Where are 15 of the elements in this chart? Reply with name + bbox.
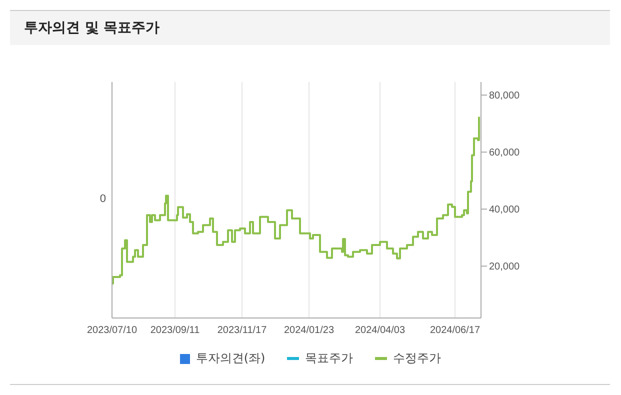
text: 0 <box>98 193 106 205</box>
x-tick-label: 2024/06/17 <box>430 325 480 336</box>
y2-tick-label: 80,000 <box>489 90 520 102</box>
legend-label: 수정주가 <box>392 350 442 367</box>
y2-tick-label: 60,000 <box>489 148 520 159</box>
x-tick-label: 2023/09/11 <box>150 325 200 336</box>
legend-label: 투자의견(좌) <box>194 350 266 367</box>
x-tick-label: 2024/04/03 <box>354 325 406 336</box>
chart-title: 투자의견 및 목표주가 <box>10 10 610 45</box>
x-tick-label: 2023/07/10 <box>86 325 138 336</box>
x-tick-label: 2024/01/23 <box>284 325 334 336</box>
y2-tick-label: 40,000 <box>489 204 520 216</box>
y2-tick-label: 20,000 <box>489 262 520 273</box>
x-tick-label: 2023/11/17 <box>217 325 268 336</box>
legend-label: 목표주가 <box>304 350 354 367</box>
